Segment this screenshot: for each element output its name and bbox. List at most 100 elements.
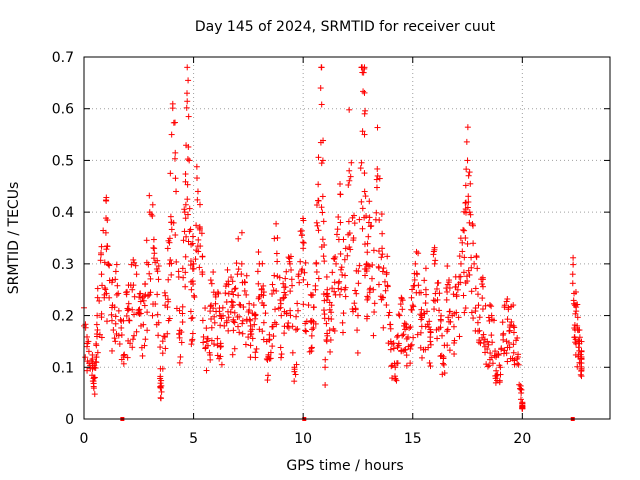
data-point bbox=[172, 119, 179, 126]
data-point bbox=[210, 305, 217, 312]
data-point bbox=[155, 276, 162, 283]
data-point bbox=[141, 302, 148, 309]
data-point bbox=[269, 281, 276, 288]
data-point bbox=[98, 334, 105, 341]
data-point bbox=[103, 215, 110, 222]
data-point bbox=[451, 351, 458, 358]
data-point bbox=[320, 137, 327, 144]
data-point bbox=[297, 228, 304, 235]
data-point bbox=[186, 157, 193, 164]
data-point bbox=[274, 234, 281, 241]
data-point bbox=[353, 290, 360, 297]
data-point bbox=[159, 338, 166, 345]
data-point bbox=[463, 166, 470, 173]
data-point bbox=[93, 321, 100, 328]
data-point bbox=[94, 349, 101, 356]
data-point bbox=[337, 266, 344, 273]
data-point bbox=[167, 257, 174, 264]
data-point bbox=[360, 69, 367, 76]
data-point bbox=[370, 332, 377, 339]
data-point bbox=[92, 365, 99, 372]
data-point bbox=[176, 359, 183, 366]
data-point bbox=[344, 252, 351, 259]
data-point bbox=[112, 338, 119, 345]
data-point bbox=[489, 339, 496, 346]
data-point bbox=[444, 263, 451, 270]
data-point bbox=[224, 266, 231, 273]
data-point bbox=[515, 361, 522, 368]
data-point bbox=[215, 290, 222, 297]
data-point bbox=[395, 342, 402, 349]
data-point bbox=[121, 351, 128, 358]
data-point bbox=[310, 304, 317, 311]
data-point bbox=[319, 193, 326, 200]
data-point bbox=[572, 310, 579, 317]
data-point bbox=[84, 367, 91, 374]
data-point bbox=[234, 314, 241, 321]
data-point bbox=[351, 220, 358, 227]
data-point bbox=[217, 322, 224, 329]
data-point bbox=[380, 294, 387, 301]
data-point bbox=[91, 362, 98, 369]
data-point bbox=[208, 337, 215, 344]
chart-title: Day 145 of 2024, SRMTID for receiver cuu… bbox=[195, 19, 496, 35]
data-point bbox=[356, 216, 363, 223]
data-point bbox=[484, 338, 491, 345]
data-point bbox=[374, 165, 381, 172]
data-point bbox=[110, 327, 117, 334]
data-point bbox=[503, 350, 510, 357]
data-point bbox=[200, 339, 207, 346]
data-point bbox=[164, 245, 171, 252]
data-point bbox=[118, 324, 125, 331]
data-point bbox=[184, 181, 191, 188]
data-point bbox=[397, 301, 404, 308]
data-point bbox=[135, 307, 142, 314]
data-point bbox=[146, 192, 153, 199]
data-point bbox=[373, 184, 380, 191]
y-axis-title: SRMTID / TECUs bbox=[6, 182, 22, 295]
data-point bbox=[278, 312, 285, 319]
data-point bbox=[130, 282, 137, 289]
data-point bbox=[289, 349, 296, 356]
data-point bbox=[361, 188, 368, 195]
data-point bbox=[83, 343, 90, 350]
data-point bbox=[144, 292, 151, 299]
data-point bbox=[373, 176, 380, 183]
data-point bbox=[359, 225, 366, 232]
data-point bbox=[313, 260, 320, 267]
data-point bbox=[229, 288, 236, 295]
data-point bbox=[421, 277, 428, 284]
data-point bbox=[470, 315, 477, 322]
data-point bbox=[436, 307, 443, 314]
data-point bbox=[361, 110, 368, 117]
data-point bbox=[459, 239, 466, 246]
data-point bbox=[412, 260, 419, 267]
data-point bbox=[288, 276, 295, 283]
data-point bbox=[422, 265, 429, 272]
data-point bbox=[439, 332, 446, 339]
data-point bbox=[182, 253, 189, 260]
data-point bbox=[312, 282, 319, 289]
data-point bbox=[225, 314, 232, 321]
data-point bbox=[342, 284, 349, 291]
data-point bbox=[376, 217, 383, 224]
data-point bbox=[394, 360, 401, 367]
data-point bbox=[151, 250, 158, 257]
data-point bbox=[336, 291, 343, 298]
data-point bbox=[288, 266, 295, 273]
data-point bbox=[295, 271, 302, 278]
data-point bbox=[345, 182, 352, 189]
data-point bbox=[485, 341, 492, 348]
data-point bbox=[293, 361, 300, 368]
data-point bbox=[93, 359, 100, 366]
data-point bbox=[375, 248, 382, 255]
data-point bbox=[98, 271, 105, 278]
data-point bbox=[299, 239, 306, 246]
data-point bbox=[184, 98, 191, 105]
data-point bbox=[158, 388, 165, 395]
data-point bbox=[278, 354, 285, 361]
data-point bbox=[277, 304, 284, 311]
data-point bbox=[335, 214, 342, 221]
data-point bbox=[158, 382, 165, 389]
data-point bbox=[212, 300, 219, 307]
